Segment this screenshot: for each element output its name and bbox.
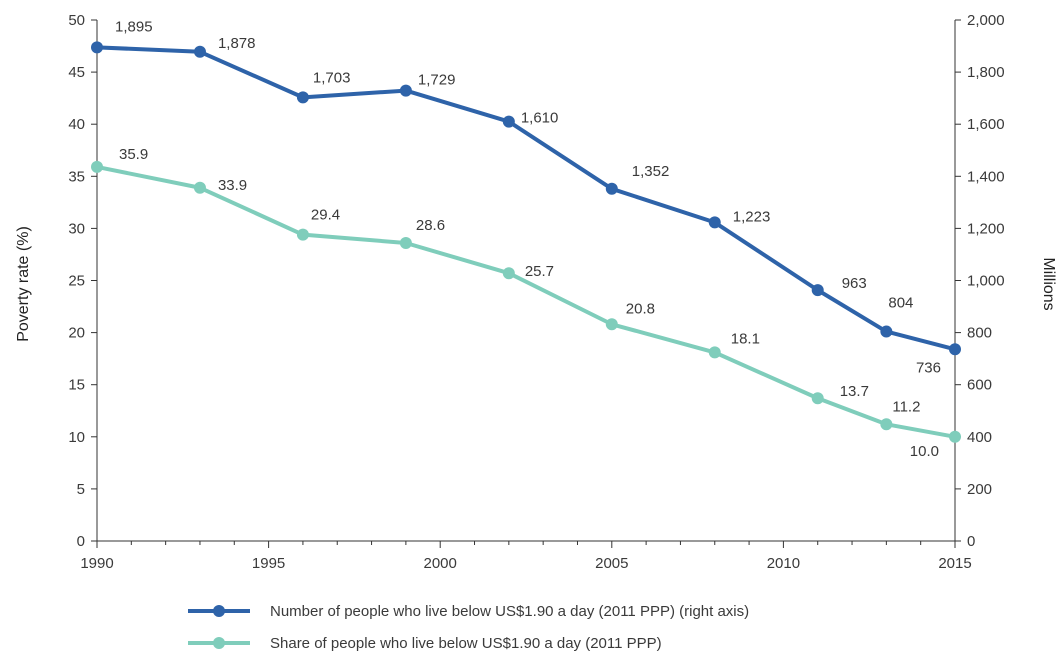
data-label: 1,878 [218, 35, 256, 52]
y-tick-label: 0 [77, 533, 85, 550]
data-point [708, 346, 721, 359]
data-label: 29.4 [311, 207, 340, 224]
x-tick-label: 2015 [938, 555, 971, 572]
y2-axis-title: Millions [1040, 257, 1056, 310]
data-label: 1,223 [733, 208, 771, 225]
legend-label: Number of people who live below US$1.90 … [270, 603, 749, 620]
legend-swatch-marker [213, 637, 225, 649]
data-label: 10.0 [910, 443, 939, 460]
data-point [91, 41, 103, 54]
data-point [296, 91, 309, 104]
y-tick-label: 50 [68, 12, 85, 29]
y2-tick-label: 800 [967, 325, 992, 342]
y2-tick-label: 1,600 [967, 116, 1005, 133]
x-tick-label: 1995 [252, 555, 285, 572]
y2-tick-label: 1,400 [967, 168, 1005, 185]
data-label: 28.6 [416, 217, 445, 234]
y2-tick-label: 0 [967, 533, 975, 550]
y-tick-label: 35 [68, 168, 85, 185]
y2-tick-label: 2,000 [967, 12, 1005, 29]
x-tick-label: 2000 [424, 555, 457, 572]
data-label: 20.8 [626, 300, 655, 317]
series-line-1 [96, 164, 956, 439]
series-layer [91, 41, 961, 443]
data-point [949, 430, 961, 443]
legend-swatch-marker [213, 605, 225, 617]
data-label: 1,610 [521, 110, 559, 127]
data-point [296, 228, 309, 241]
data-point [502, 115, 515, 128]
data-point [605, 182, 618, 195]
data-label: 18.1 [731, 330, 760, 347]
data-label: 1,895 [115, 18, 153, 35]
y-tick-label: 5 [77, 481, 85, 498]
data-point [193, 181, 206, 194]
x-tick-label: 2005 [595, 555, 628, 572]
y2-tick-label: 1,000 [967, 273, 1005, 290]
y2-tick-label: 1,800 [967, 64, 1005, 81]
y-tick-label: 45 [68, 64, 85, 81]
data-point [811, 392, 824, 405]
series-line-0 [96, 45, 956, 352]
y2-tick-label: 1,200 [967, 220, 1005, 237]
y-tick-label: 20 [68, 325, 85, 342]
x-tick-label: 2010 [767, 555, 800, 572]
data-point [91, 160, 103, 173]
data-label: 963 [842, 275, 867, 292]
y-tick-label: 15 [68, 377, 85, 394]
data-label: 25.7 [525, 263, 554, 280]
y-tick-label: 40 [68, 116, 85, 133]
data-point [605, 318, 618, 331]
data-point [502, 267, 515, 280]
axes: 0 5 10 15 20 25 30 35 40 45 50 0 200 400 600 800 1,000 1,… [68, 12, 1004, 572]
legend-label: Share of people who live below US$1.90 a… [270, 635, 662, 652]
data-point [399, 236, 412, 249]
data-label: 1,352 [632, 163, 670, 180]
data-label: 11.2 [892, 398, 920, 415]
data-label: 13.7 [840, 383, 869, 400]
data-point [811, 284, 824, 297]
data-label: 1,729 [418, 72, 456, 89]
y-tick-label: 30 [68, 220, 85, 237]
legend: Number of people who live below US$1.90 … [188, 603, 749, 652]
data-label: 1,703 [313, 69, 351, 86]
data-label: 736 [916, 359, 941, 376]
x-tick-label: 1990 [80, 555, 113, 572]
y2-tick-label: 200 [967, 481, 992, 498]
data-label: 33.9 [218, 177, 247, 194]
y2-tick-label: 400 [967, 429, 992, 446]
data-label: 804 [888, 295, 913, 312]
data-label: 35.9 [119, 146, 148, 163]
data-point [708, 216, 721, 229]
y-axis-title: Poverty rate (%) [15, 226, 32, 342]
data-point [949, 343, 961, 356]
y-tick-label: 25 [68, 273, 85, 290]
y2-tick-label: 600 [967, 377, 992, 394]
y-tick-label: 10 [68, 429, 85, 446]
data-point [880, 325, 893, 338]
data-point [880, 418, 893, 431]
data-labels: 1,895 1,878 1,703 1,729 1,610 1,352 1,223 963 80… [115, 18, 941, 459]
data-point [193, 45, 206, 58]
data-point [399, 84, 412, 97]
